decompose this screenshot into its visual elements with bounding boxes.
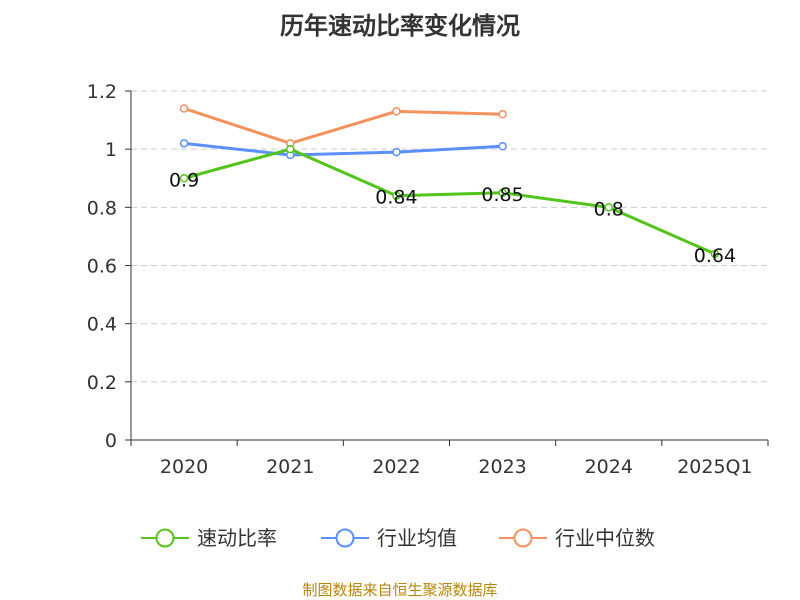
legend-label: 行业中位数	[555, 526, 655, 550]
x-tick-label: 2023	[478, 456, 526, 478]
legend-marker	[335, 528, 355, 548]
legend-marker	[155, 528, 175, 548]
data-point	[498, 142, 507, 151]
x-tick-label: 2022	[372, 456, 420, 478]
data-point	[498, 110, 507, 119]
data-point	[392, 147, 401, 157]
series-line	[183, 141, 503, 157]
axis-layer: 0 0.2 0.4 0.6 0.8 1 1.2 2020 2021 2022 2023 2024 202…	[87, 81, 769, 478]
chart-title: 历年速动比率变化情况	[280, 12, 520, 40]
data-point	[498, 188, 507, 198]
data-label: 0.9	[169, 169, 199, 191]
series-line	[183, 107, 503, 145]
y-tick-label: 0.4	[87, 314, 117, 336]
grid-layer	[131, 90, 768, 383]
series-line	[183, 147, 716, 256]
y-tick-label: 0.8	[87, 197, 117, 219]
data-point	[392, 107, 401, 116]
data-label: 0.8	[594, 198, 624, 220]
legend-item[interactable]: 行业均值	[321, 526, 457, 550]
x-tick-label: 2020	[160, 456, 208, 478]
y-tick-label: 0.2	[87, 372, 117, 394]
data-point	[604, 203, 613, 212]
data-point	[710, 249, 720, 259]
legend-label: 速动比率	[197, 526, 277, 550]
x-tick-label: 2025Q1	[677, 456, 752, 478]
legend-item[interactable]: 速动比率	[141, 526, 277, 550]
label-layer: 0.9 0.84 0.85 0.8 0.64	[169, 169, 736, 267]
data-point	[179, 139, 189, 148]
data-point	[179, 104, 189, 113]
series-layer	[179, 104, 720, 259]
legend-marker	[513, 528, 533, 548]
y-tick-label: 1	[105, 139, 117, 161]
y-tick-label: 0	[105, 430, 117, 452]
y-tick-label: 0.6	[87, 256, 117, 278]
data-point	[179, 174, 189, 183]
legend-item[interactable]: 行业中位数	[499, 526, 655, 550]
x-tick-label: 2021	[266, 456, 314, 478]
legend[interactable]: 速动比率 行业均值 行业中位数	[141, 526, 655, 550]
y-tick-label: 1.2	[87, 81, 117, 103]
x-tick-label: 2024	[585, 456, 633, 478]
data-label: 0.85	[481, 184, 523, 206]
data-point	[392, 191, 401, 200]
legend-label: 行业均值	[377, 526, 457, 550]
data-point	[286, 144, 295, 154]
source-note: 制图数据来自恒生聚源数据库	[302, 581, 498, 599]
data-label: 0.84	[375, 187, 417, 209]
data-label: 0.64	[694, 245, 736, 267]
